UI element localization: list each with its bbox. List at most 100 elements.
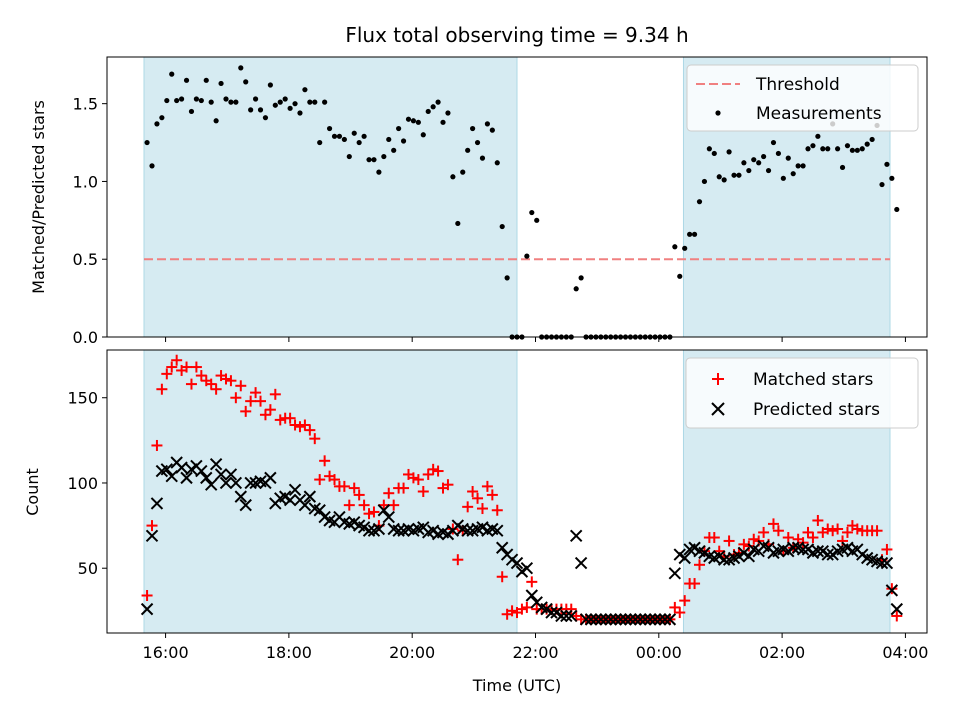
predicted-star-point xyxy=(165,469,178,483)
matched-star-point xyxy=(146,520,158,532)
predicted-star-point-b xyxy=(604,613,617,626)
predicted-star-point xyxy=(599,613,612,626)
measurement-point xyxy=(489,127,495,133)
measurement-point xyxy=(183,77,190,83)
bottom-panel: 50 100 150 16:00 18:00 20:00 22:00 00:00 02:00 0… xyxy=(23,349,928,695)
matched-star-point xyxy=(526,576,538,588)
predicted-star-point-b xyxy=(165,469,178,483)
measurement-point xyxy=(800,163,806,169)
measurement-point xyxy=(687,231,693,237)
matched-star-point xyxy=(151,439,163,451)
predicted-star-point-b xyxy=(589,613,603,626)
predicted-star-point-b xyxy=(140,602,154,616)
top-axes-frame xyxy=(106,56,928,338)
predicted-star-point-b xyxy=(550,606,563,619)
measurement-point xyxy=(499,223,505,230)
bot-y-tick-label: 50 xyxy=(78,559,98,578)
measurement-point xyxy=(223,96,229,102)
measurement-point xyxy=(169,71,175,77)
predicted-star-point xyxy=(678,551,691,565)
top-y-tick-label: 0.5 xyxy=(73,250,98,269)
measurement-point xyxy=(474,139,481,146)
bottom-legend: Matched stars Predicted stars xyxy=(685,357,919,429)
predicted-star-point-b xyxy=(535,601,548,614)
predicted-star-point xyxy=(880,556,894,570)
matched-star-point xyxy=(343,499,355,511)
matched-star-point xyxy=(886,583,898,595)
predicted-star-point-b xyxy=(254,475,267,488)
predicted-star-point xyxy=(639,613,652,626)
measurement-point xyxy=(307,99,313,105)
legend-measurements-swatch xyxy=(715,110,721,116)
measurement-point xyxy=(252,96,259,102)
matched-star-point xyxy=(432,465,444,477)
predicted-star-point-b xyxy=(145,529,159,543)
predicted-star-point-b xyxy=(357,521,371,534)
measurement-point xyxy=(228,99,234,105)
measurement-point xyxy=(317,139,323,146)
predicted-star-point-b xyxy=(569,529,583,543)
matched-star-point xyxy=(166,361,178,373)
predicted-star-point xyxy=(140,602,154,616)
predicted-star-point xyxy=(264,471,277,485)
predicted-star-point-b xyxy=(634,613,647,626)
predicted-star-point-b xyxy=(865,553,879,566)
predicted-star-point xyxy=(594,613,608,626)
predicted-star-point xyxy=(589,613,603,626)
top-x-ticks xyxy=(165,337,906,342)
measurement-point xyxy=(879,181,885,188)
measurement-point xyxy=(751,157,757,163)
measurement-point xyxy=(484,121,491,127)
measurement-point xyxy=(346,153,352,160)
predicted-star-point xyxy=(648,613,662,626)
measurement-point xyxy=(825,146,831,152)
matched-star-point xyxy=(758,526,770,538)
predicted-star-point xyxy=(195,464,208,478)
measurement-point xyxy=(795,163,801,169)
predicted-star-point-b xyxy=(737,546,751,560)
measurement-point xyxy=(889,175,895,181)
predicted-star-point-b xyxy=(639,613,652,626)
top-shaded-interval-0 xyxy=(143,56,518,338)
predicted-star-point xyxy=(821,548,834,561)
measurement-point xyxy=(844,143,851,149)
predicted-star-point-b xyxy=(288,483,302,497)
measurement-point xyxy=(711,150,717,157)
predicted-star-point-b xyxy=(555,609,568,623)
predicted-star-point xyxy=(239,498,252,512)
measurement-point xyxy=(371,157,377,163)
matched-star-point xyxy=(452,554,464,566)
matched-star-point xyxy=(171,354,183,366)
bottom-y-ticks: 50 100 150 xyxy=(67,389,107,578)
x-axis-label: Time (UTC) xyxy=(472,676,561,695)
matched-star-point xyxy=(338,480,350,492)
measurement-point xyxy=(677,273,683,279)
predicted-star-point-b xyxy=(811,544,825,558)
predicted-star-point xyxy=(495,541,509,554)
measurement-point xyxy=(578,275,584,281)
predicted-star-point xyxy=(224,468,238,481)
predicted-star-point-b xyxy=(510,556,524,570)
matched-star-point xyxy=(481,480,493,492)
legend-matched-swatch xyxy=(712,373,724,385)
predicted-star-point-b xyxy=(436,526,450,539)
matched-star-point xyxy=(378,499,390,511)
predicted-star-point-b xyxy=(308,502,321,515)
predicted-star-point-b xyxy=(614,613,627,626)
measurement-point xyxy=(198,97,204,104)
predicted-star-point-b xyxy=(713,550,726,563)
measurement-point xyxy=(839,164,846,171)
measurement-point xyxy=(770,139,777,146)
matched-star-point xyxy=(491,504,503,516)
matched-star-point xyxy=(220,373,232,385)
predicted-star-point xyxy=(619,613,632,626)
predicted-star-point-b xyxy=(624,613,637,626)
matched-star-point xyxy=(181,361,193,373)
measurement-point xyxy=(815,133,821,139)
predicted-star-point-b xyxy=(348,515,361,529)
bot-y-tick-label: 150 xyxy=(67,389,98,408)
matched-star-point xyxy=(516,603,528,615)
matched-star-point xyxy=(230,392,242,404)
predicted-star-point xyxy=(288,483,302,497)
predicted-star-point-b xyxy=(890,602,903,616)
